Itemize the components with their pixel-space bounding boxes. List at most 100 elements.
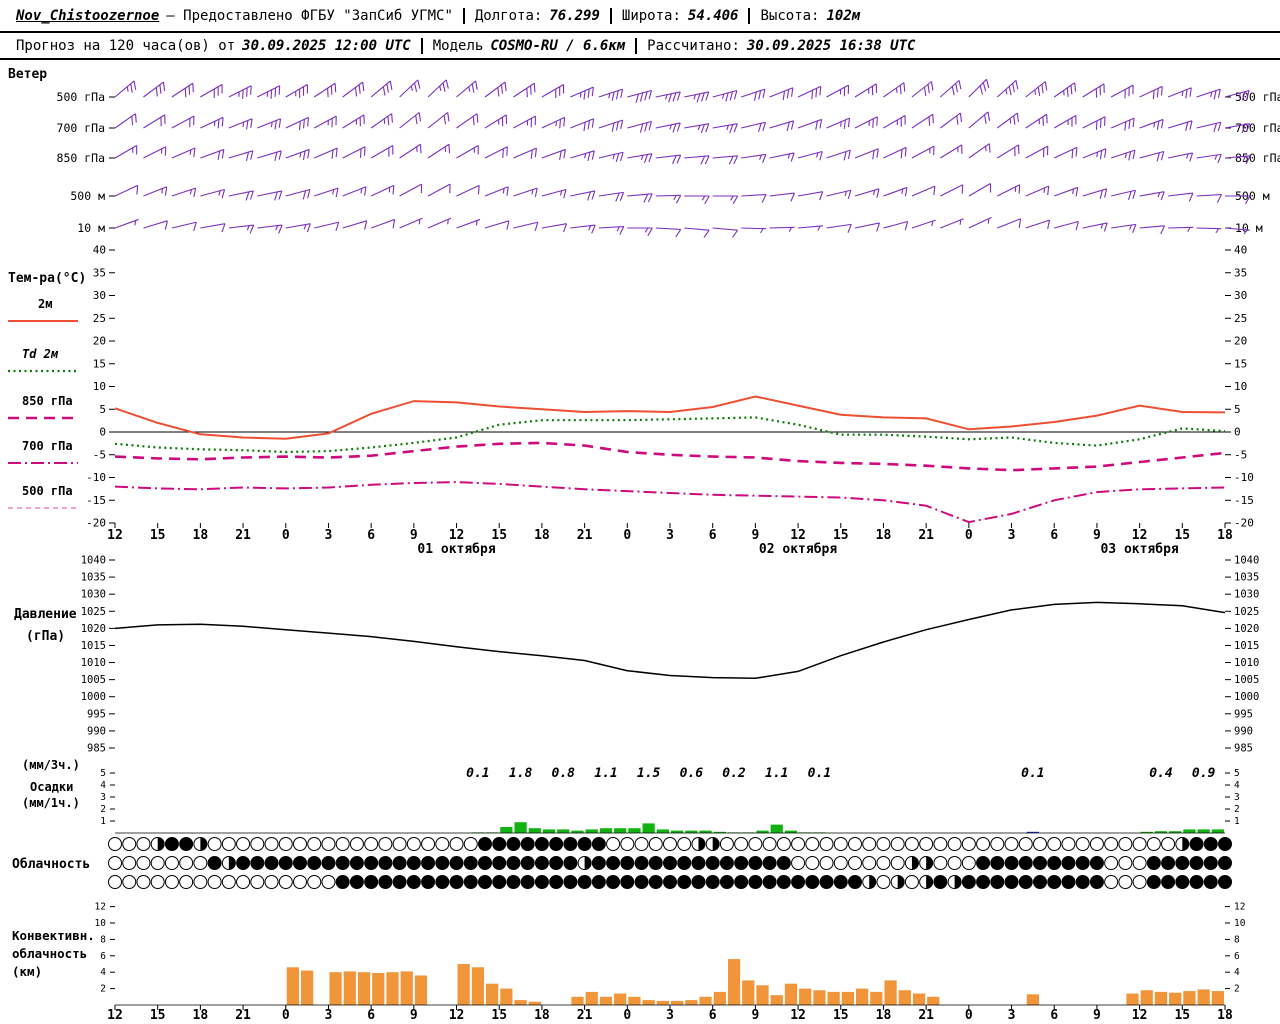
svg-text:0.6: 0.6 bbox=[680, 766, 704, 781]
svg-text:1025: 1025 bbox=[1234, 606, 1259, 618]
svg-text:6: 6 bbox=[709, 528, 717, 543]
svg-text:12: 12 bbox=[107, 1008, 123, 1023]
svg-text:-15: -15 bbox=[86, 494, 106, 507]
temperature-series bbox=[115, 395, 1225, 523]
svg-text:9: 9 bbox=[410, 528, 418, 543]
svg-text:30: 30 bbox=[93, 289, 106, 302]
model-label: Модель bbox=[432, 37, 484, 54]
svg-text:1.1: 1.1 bbox=[765, 766, 788, 781]
svg-text:2: 2 bbox=[1234, 804, 1240, 815]
svg-text:30: 30 bbox=[1234, 289, 1247, 302]
svg-text:18: 18 bbox=[876, 1008, 892, 1023]
svg-text:-20: -20 bbox=[1234, 517, 1254, 530]
svg-text:6: 6 bbox=[1050, 1008, 1058, 1023]
svg-text:20: 20 bbox=[93, 335, 106, 348]
svg-text:12: 12 bbox=[449, 1008, 465, 1023]
svg-text:0: 0 bbox=[1234, 426, 1241, 439]
svg-text:1.8: 1.8 bbox=[509, 766, 533, 781]
svg-text:18: 18 bbox=[876, 528, 892, 543]
longitude-value: 76.299 bbox=[549, 7, 600, 24]
temperature-panel: -20 -20 -15 -15 -10 -10 -5 -5 0 0 5 5 10 10 15 15 20 20 25… bbox=[8, 244, 1254, 557]
altitude-value: 102м bbox=[826, 7, 861, 24]
svg-text:1015: 1015 bbox=[81, 640, 106, 652]
svg-text:12: 12 bbox=[1132, 1008, 1148, 1023]
svg-text:Ветер: Ветер bbox=[8, 67, 47, 82]
svg-text:18: 18 bbox=[1217, 528, 1233, 543]
svg-text:21: 21 bbox=[235, 1008, 251, 1023]
svg-text:3: 3 bbox=[1008, 1008, 1016, 1023]
svg-text:0: 0 bbox=[623, 1008, 631, 1023]
svg-text:0.9: 0.9 bbox=[1192, 766, 1216, 781]
svg-text:3: 3 bbox=[325, 1008, 333, 1023]
svg-text:10: 10 bbox=[93, 380, 106, 393]
svg-text:10: 10 bbox=[1234, 918, 1246, 929]
svg-text:12: 12 bbox=[790, 1008, 806, 1023]
svg-text:700 гПа: 700 гПа bbox=[22, 439, 73, 453]
svg-text:21: 21 bbox=[918, 528, 934, 543]
svg-text:18: 18 bbox=[1217, 1008, 1233, 1023]
svg-text:40: 40 bbox=[93, 244, 106, 257]
svg-text:12: 12 bbox=[790, 528, 806, 543]
convective-panel: 2 2 4 4 6 6 8 8 10 10 12 12 Конвективн. облачность (км… bbox=[12, 902, 1246, 1023]
svg-text:3: 3 bbox=[666, 528, 674, 543]
svg-text:985: 985 bbox=[1234, 743, 1253, 755]
svg-text:0.8: 0.8 bbox=[552, 766, 576, 781]
svg-text:15: 15 bbox=[93, 357, 106, 370]
svg-text:21: 21 bbox=[577, 1008, 593, 1023]
svg-text:2: 2 bbox=[100, 804, 106, 815]
svg-text:0: 0 bbox=[965, 528, 973, 543]
svg-text:0.2: 0.2 bbox=[722, 766, 746, 781]
svg-text:18: 18 bbox=[534, 528, 550, 543]
svg-text:6: 6 bbox=[367, 1008, 375, 1023]
svg-text:850 гПа: 850 гПа bbox=[1235, 151, 1280, 165]
svg-text:9: 9 bbox=[751, 1008, 759, 1023]
svg-text:12: 12 bbox=[1132, 528, 1148, 543]
svg-text:40: 40 bbox=[1234, 244, 1247, 257]
svg-text:Конвективн.: Конвективн. bbox=[12, 928, 95, 943]
svg-text:500 м: 500 м bbox=[1235, 189, 1270, 203]
svg-text:4: 4 bbox=[1234, 780, 1240, 791]
svg-text:12: 12 bbox=[107, 528, 123, 543]
svg-text:6: 6 bbox=[709, 1008, 717, 1023]
svg-text:18: 18 bbox=[193, 1008, 209, 1023]
svg-text:Td 2м: Td 2м bbox=[22, 347, 59, 361]
svg-text:21: 21 bbox=[235, 528, 251, 543]
svg-text:0.4: 0.4 bbox=[1149, 766, 1173, 781]
svg-text:9: 9 bbox=[410, 1008, 418, 1023]
svg-text:-10: -10 bbox=[1234, 471, 1254, 484]
svg-text:5: 5 bbox=[100, 768, 106, 779]
svg-text:1030: 1030 bbox=[1234, 589, 1259, 601]
svg-text:6: 6 bbox=[1050, 528, 1058, 543]
svg-text:3: 3 bbox=[666, 1008, 674, 1023]
header-line-2: Прогноз на 120 часа(ов) от 30.09.2025 12… bbox=[0, 33, 1280, 60]
svg-text:3: 3 bbox=[1234, 792, 1240, 803]
svg-text:15: 15 bbox=[491, 1008, 507, 1023]
provided-text: — Предоставлено ФГБУ "ЗапСиб УГМС" bbox=[166, 7, 453, 24]
svg-text:-5: -5 bbox=[93, 448, 106, 461]
svg-text:990: 990 bbox=[87, 725, 106, 737]
svg-text:995: 995 bbox=[1234, 708, 1253, 720]
svg-text:1020: 1020 bbox=[1234, 623, 1259, 635]
svg-text:1020: 1020 bbox=[81, 623, 106, 635]
svg-text:1: 1 bbox=[1234, 816, 1240, 827]
svg-text:(мм/3ч.): (мм/3ч.) bbox=[22, 758, 80, 772]
svg-text:700 гПа: 700 гПа bbox=[1235, 121, 1280, 135]
svg-text:0: 0 bbox=[99, 426, 106, 439]
svg-text:4: 4 bbox=[1234, 967, 1240, 978]
svg-text:1035: 1035 bbox=[1234, 572, 1259, 584]
svg-text:1040: 1040 bbox=[1234, 555, 1259, 567]
svg-text:21: 21 bbox=[918, 1008, 934, 1023]
longitude-label: Долгота: bbox=[474, 7, 543, 24]
svg-text:2: 2 bbox=[1234, 984, 1240, 995]
cloudiness-panel: Облачность bbox=[12, 837, 1232, 889]
svg-text:1.1: 1.1 bbox=[594, 766, 617, 781]
precipitation-panel: 1 12 23 34 45 5(мм/3ч.)Осадки(мм/1ч.)0.1 1.8 0.… bbox=[22, 758, 1240, 834]
svg-text:6: 6 bbox=[367, 528, 375, 543]
svg-text:995: 995 bbox=[87, 708, 106, 720]
svg-text:1005: 1005 bbox=[1234, 674, 1259, 686]
svg-text:35: 35 bbox=[1234, 266, 1247, 279]
svg-text:12: 12 bbox=[1234, 902, 1245, 913]
svg-text:850 гПа: 850 гПа bbox=[22, 394, 73, 408]
separator bbox=[748, 7, 751, 24]
